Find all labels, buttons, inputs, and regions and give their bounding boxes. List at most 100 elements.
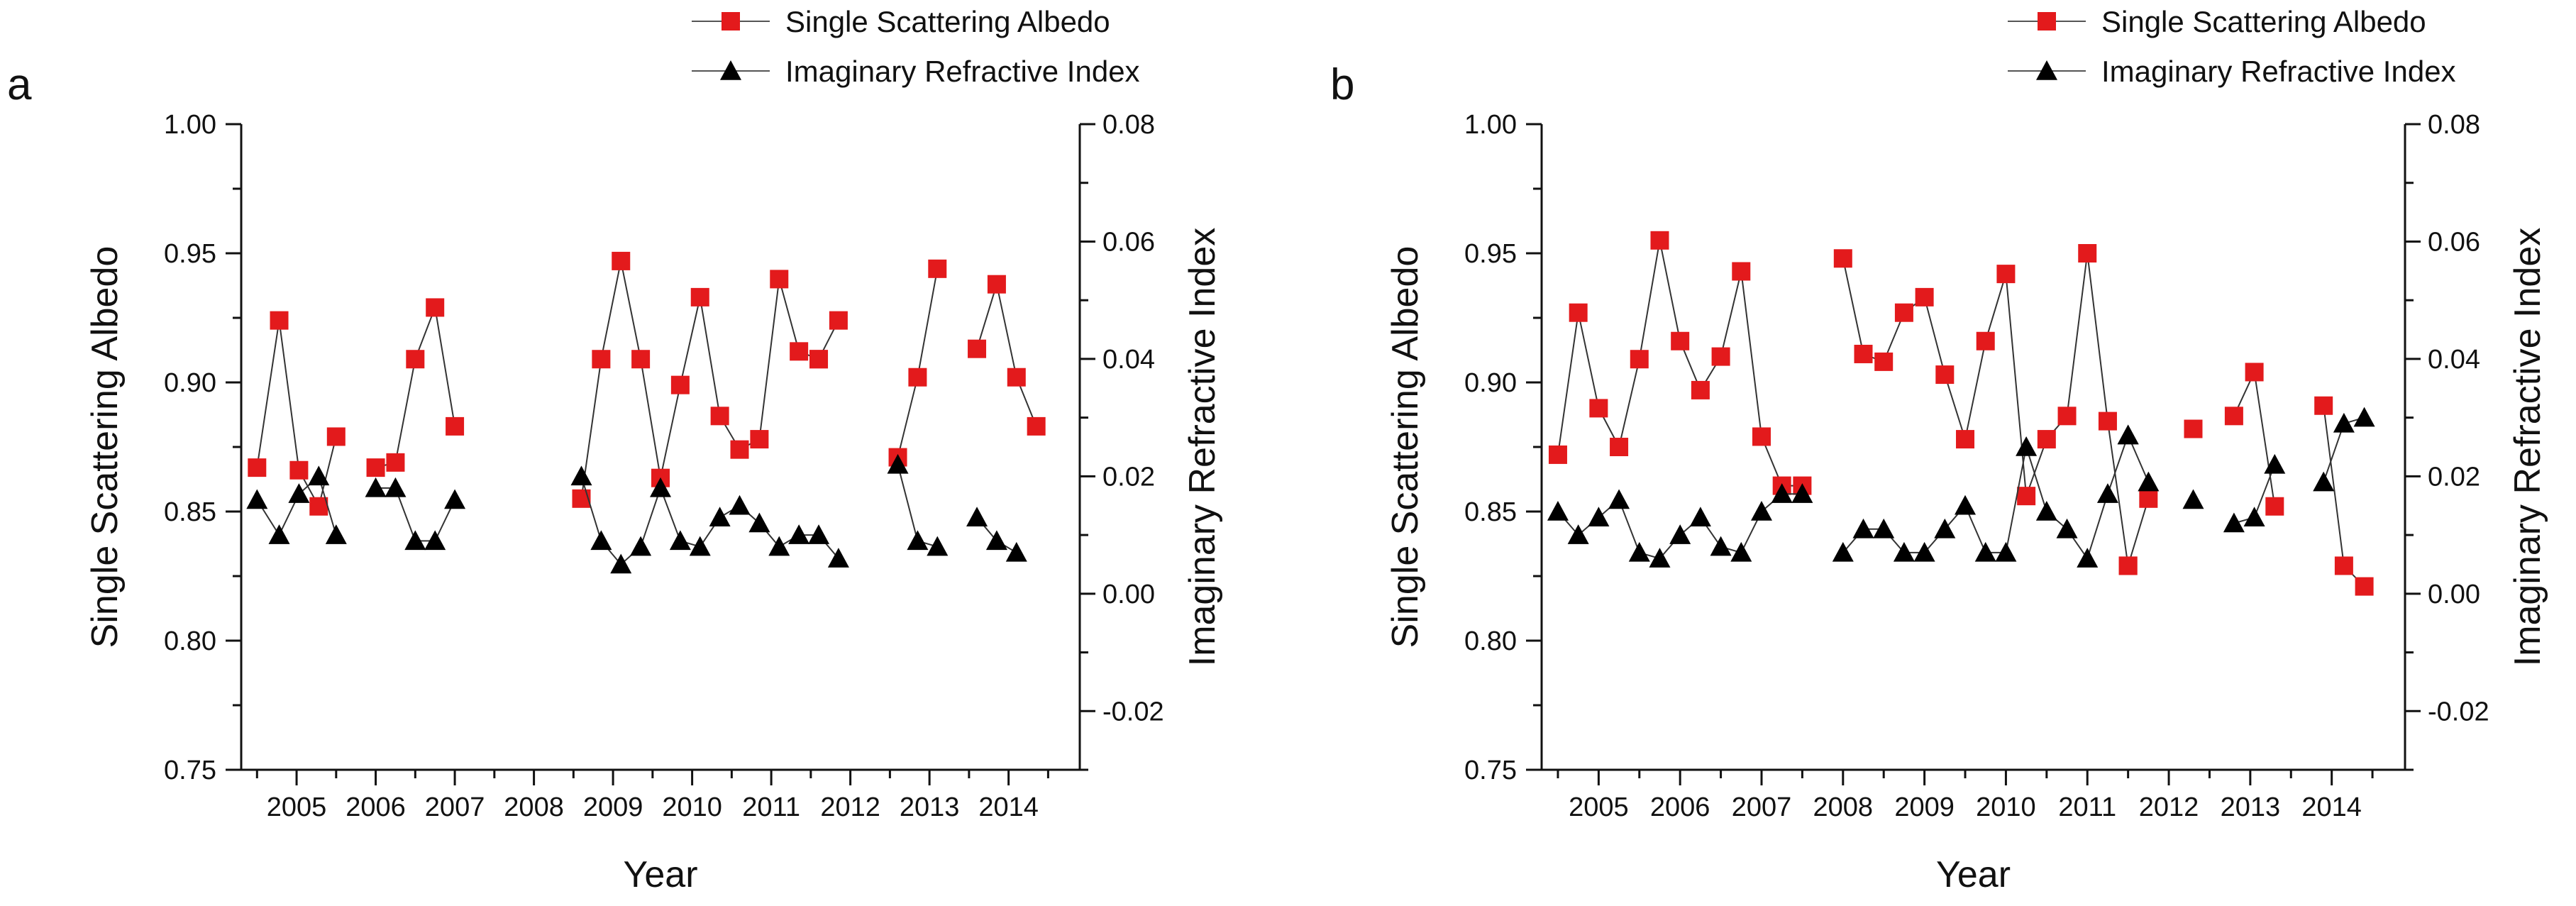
albedo-point	[1630, 350, 1649, 369]
albedo-point	[2139, 489, 2158, 508]
albedo-point	[631, 350, 651, 369]
refractive-index-point	[268, 524, 290, 544]
refractive-index-point	[1852, 518, 1874, 538]
y2-axis-title: Imaginary Refractive Index	[1182, 228, 1223, 667]
panel-label: b	[1330, 60, 1354, 109]
albedo-point	[1935, 365, 1955, 385]
albedo-point	[1996, 265, 2016, 284]
refractive-index-point	[709, 507, 731, 527]
refractive-index-point	[669, 530, 691, 551]
albedo-point	[2017, 487, 2036, 506]
refractive-index-point	[1649, 548, 1671, 568]
albedo-point	[1894, 303, 1913, 322]
x-tick-label: 2010	[662, 792, 722, 822]
refractive-index-point	[630, 536, 652, 556]
albedo-point	[968, 339, 987, 358]
y2-tick-label: 0.08	[1102, 110, 1155, 140]
albedo-point	[1589, 399, 1608, 418]
albedo-point	[270, 311, 289, 330]
albedo-point	[809, 350, 829, 369]
x-axis-title: Year	[1936, 854, 2011, 895]
x-tick-label: 2012	[2139, 792, 2199, 822]
refractive-index-point	[1995, 541, 2017, 562]
legend: Single Scattering Albedo Imaginary Refrac…	[2008, 5, 2456, 88]
refractive-index-point	[610, 553, 632, 574]
x-tick-label: 2007	[1732, 792, 1792, 822]
refractive-index-point	[2243, 507, 2265, 527]
y-tick-label: 0.90	[164, 368, 216, 398]
x-tick-label: 2009	[583, 792, 643, 822]
albedo-point	[2245, 363, 2264, 382]
refractive-index-point	[788, 524, 810, 544]
refractive-index-point	[2353, 407, 2375, 427]
albedo-point	[1691, 380, 1710, 399]
refractive-index-point	[650, 477, 671, 497]
y2-axis-title: Imaginary Refractive Index	[2507, 228, 2548, 667]
albedo-point	[248, 458, 267, 477]
refractive-index-point	[1730, 541, 1752, 562]
albedo-point	[1915, 287, 1934, 306]
y-tick-label: 0.90	[1464, 368, 1517, 398]
y-axis-title: Single Scattering Albedo	[1385, 246, 1426, 648]
refractive-index-point	[1567, 524, 1589, 544]
y2-tick-label: 0.08	[2428, 110, 2480, 140]
albedo-point	[908, 368, 927, 387]
albedo-point	[1027, 416, 1046, 436]
albedo-point	[1671, 331, 1690, 350]
refractive-index-point	[985, 530, 1007, 551]
albedo-point	[2078, 244, 2097, 263]
y2-tick-label: 0.02	[2428, 462, 2480, 492]
refractive-index-point	[2016, 436, 2038, 456]
refractive-index-point	[424, 530, 446, 551]
refractive-index-point	[927, 536, 949, 556]
y-tick-label: 0.95	[1464, 239, 1517, 269]
chart-panel-b: b 0.75 0.80 0.85 0.90 0.95 1.00 -0.02 0.00 0.02 0.…	[1330, 5, 2548, 895]
refractive-index-point	[1547, 501, 1569, 521]
legend-label: Imaginary Refractive Index	[2101, 55, 2456, 88]
albedo-point	[592, 350, 611, 369]
refractive-index-point	[590, 530, 612, 551]
albedo-point	[2184, 419, 2203, 438]
chart-panel-a: a 0.75 0.80 0.85 0.90 0.95 1.00 -0.02 0.00 0.02 0.…	[7, 5, 1223, 895]
albedo-point	[1752, 427, 1771, 446]
albedo-point	[2265, 497, 2284, 516]
albedo-point	[987, 275, 1006, 294]
refractive-index-point	[2264, 453, 2286, 474]
albedo-point	[2224, 407, 2243, 426]
y2-tick-label: 0.00	[2428, 580, 2480, 609]
albedo-point	[1976, 331, 1995, 350]
legend-label: Single Scattering Albedo	[785, 5, 1110, 38]
albedo-point	[612, 251, 631, 270]
legend-marker-refractive-index	[720, 60, 741, 80]
albedo-point	[1732, 262, 1751, 281]
albedo-point	[446, 416, 465, 436]
albedo-point	[750, 430, 769, 449]
x-tick-label: 2009	[1894, 792, 1955, 822]
albedo-point	[710, 407, 729, 426]
albedo-point	[1854, 344, 1873, 363]
y2-tick-label: 0.00	[1102, 580, 1155, 609]
legend: Single Scattering Albedo Imaginary Refrac…	[692, 5, 1140, 88]
albedo-point	[326, 427, 346, 446]
y2-tick-label: 0.04	[1102, 345, 1155, 375]
refractive-index-point	[1832, 541, 1854, 562]
x-tick-label: 2007	[425, 792, 485, 822]
albedo-point	[426, 298, 445, 317]
albedo-point	[2098, 411, 2117, 431]
legend-marker-albedo	[722, 12, 740, 31]
albedo-point	[1650, 231, 1669, 250]
refractive-index-point	[1974, 541, 1996, 562]
x-tick-label: 2013	[2221, 792, 2281, 822]
legend-label: Single Scattering Albedo	[2101, 5, 2426, 38]
x-tick-label: 2008	[1813, 792, 1874, 822]
albedo-point	[1833, 249, 1852, 268]
refractive-index-point	[1608, 489, 1630, 509]
refractive-index-point	[1791, 483, 1813, 503]
refractive-index-point	[2056, 518, 2078, 538]
refractive-index-point	[1005, 541, 1027, 562]
y-tick-label: 0.80	[1464, 626, 1517, 656]
x-tick-label: 2005	[1569, 792, 1629, 822]
y-tick-label: 0.80	[164, 626, 216, 656]
x-tick-label: 2011	[2058, 792, 2116, 822]
